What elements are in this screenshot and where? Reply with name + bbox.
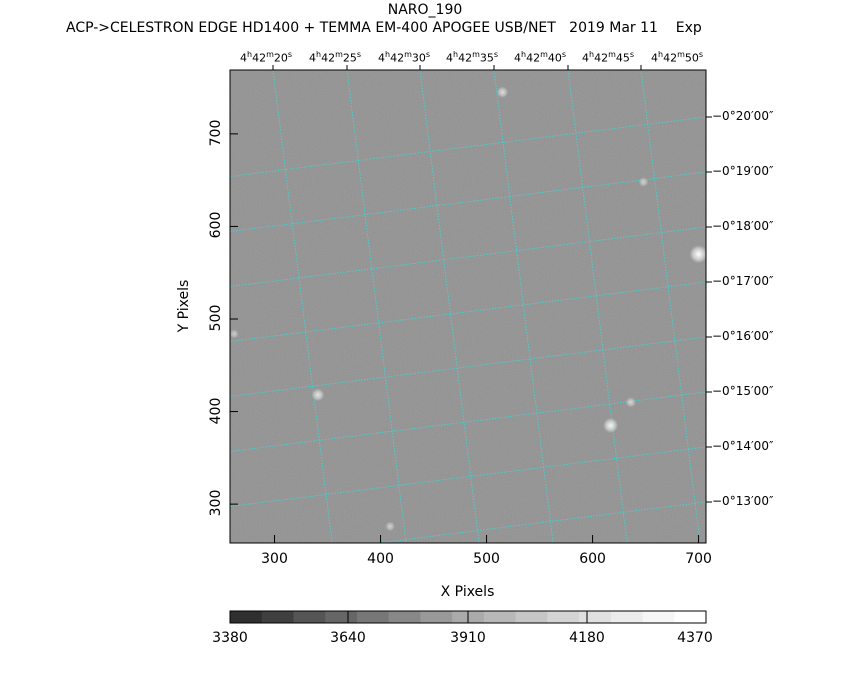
dec-grid-line [374,501,706,543]
x-tick-label: 300 [261,551,288,567]
ra-grid-line [567,70,628,543]
star-marker [625,397,636,408]
ra-label: 4h42m45s [582,50,635,65]
colorbar-segment [420,611,453,623]
dec-label: −0°16′00″ [712,329,774,343]
dec-grid-line [230,116,706,177]
dec-label: −0°19′00″ [712,164,774,178]
colorbar-tick-label: 3910 [450,630,486,646]
ra-label: 4h42m20s [240,50,293,65]
ra-label: 4h42m35s [446,50,499,65]
x-axis-label: X Pixels [440,584,495,600]
dec-label: −0°18′00″ [712,219,774,233]
colorbar-segment [674,611,707,623]
ra-label: 4h42m40s [514,50,567,65]
star-marker [603,417,619,433]
colorbar-segment [325,611,358,623]
ra-label: 4h42m30s [378,50,431,65]
x-tick-label: 600 [579,551,606,567]
dec-label: −0°20′00″ [712,109,774,123]
dec-grid-line [230,171,706,232]
x-tick-label: 500 [473,551,500,567]
colorbar-segment [388,611,421,623]
y-tick-label: 700 [208,119,224,147]
colorbar-segment [642,611,675,623]
x-tick-label: 700 [685,551,712,567]
ra-grid-line [346,70,407,543]
ra-label: 4h42m50s [651,50,704,65]
colorbar-tick-label: 3380 [212,630,248,646]
dec-grid-line [230,446,706,507]
chart-subtitle: ACP->CELESTRON EDGE HD1400 + TEMMA EM-40… [66,20,702,36]
dec-label: −0°14′00″ [712,439,774,453]
y-tick-label: 400 [208,397,224,424]
star-marker [689,245,706,264]
y-axis-label: Y Pixels [176,279,192,333]
star-marker [311,388,325,402]
dec-grid-line [230,281,706,342]
ra-grid-line [493,70,554,543]
ra-grid-line [640,70,701,543]
colorbar-segment [230,611,263,623]
dec-label: −0°13′00″ [712,494,774,508]
colorbar-segment [356,611,390,623]
colorbar-segment [293,611,326,623]
ra-grid-line [272,70,333,543]
star-marker [230,329,239,339]
colorbar-segment [483,611,517,623]
ra-label: 4h42m25s [309,50,362,65]
chart-title: NARO_190 [387,2,463,18]
y-tick-label: 300 [208,489,224,517]
image-noise [230,70,706,543]
dec-grid-line [230,336,706,397]
x-tick-label: 400 [367,551,394,567]
star-marker [638,177,649,187]
colorbar-segment [579,611,612,623]
y-tick-label: 600 [208,212,224,239]
dec-grid-line [230,226,706,287]
colorbar-tick-label: 4370 [677,630,713,646]
ra-grid-line [419,70,480,543]
star-marker [385,521,395,532]
colorbar-segment [515,611,548,623]
dec-label: −0°17′00″ [712,274,774,288]
dec-label: −0°15′00″ [712,384,774,398]
colorbar-segment [610,611,644,623]
colorbar-segment [547,611,580,623]
colorbar-tick-label: 3640 [330,630,366,646]
plot-frame [229,69,707,544]
y-tick-label: 500 [208,304,224,332]
ra-grid-line [715,70,774,543]
colorbar-segment [261,611,294,623]
star-marker [496,86,509,98]
colorbar-tick-label: 4180 [569,630,605,646]
